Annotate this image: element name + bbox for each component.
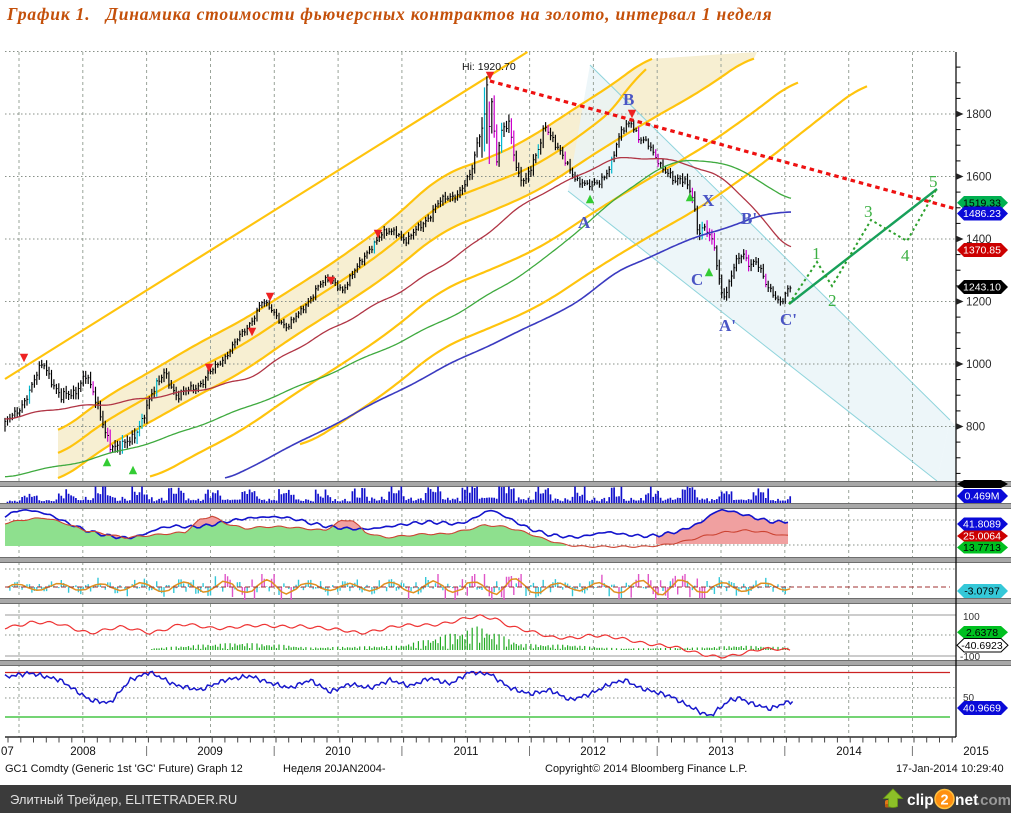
svg-text:A: A xyxy=(578,213,591,232)
svg-text:2008: 2008 xyxy=(70,746,96,758)
svg-text:2012: 2012 xyxy=(580,746,606,758)
svg-text:1: 1 xyxy=(812,244,821,263)
svg-text:2.6378: 2.6378 xyxy=(966,627,998,639)
svg-text:25.0064: 25.0064 xyxy=(963,531,1001,543)
svg-text:net: net xyxy=(955,792,978,809)
svg-text:B: B xyxy=(623,90,634,109)
svg-text:-100: -100 xyxy=(960,652,980,663)
svg-text:График 1. Динамика стоимости: График 1. Динамика стоимости фьючерсных … xyxy=(6,4,772,24)
svg-text:B': B' xyxy=(741,209,757,228)
svg-text:2: 2 xyxy=(828,291,837,310)
svg-text:5: 5 xyxy=(929,172,938,191)
svg-text:13.7713: 13.7713 xyxy=(963,542,1001,554)
svg-text:2011: 2011 xyxy=(454,746,479,758)
svg-text:X: X xyxy=(702,191,715,210)
svg-text:.com: .com xyxy=(976,792,1011,809)
svg-text:800: 800 xyxy=(966,422,985,434)
svg-text:GC1 Comdty (Generic 1st 'GC' F: GC1 Comdty (Generic 1st 'GC' Future) Gra… xyxy=(5,763,243,775)
svg-text:2014: 2014 xyxy=(836,746,862,758)
svg-text:2: 2 xyxy=(940,793,948,809)
svg-text:4: 4 xyxy=(901,246,910,265)
svg-text:-40.6923: -40.6923 xyxy=(961,640,1003,652)
svg-text:3: 3 xyxy=(864,202,873,221)
svg-text:1600: 1600 xyxy=(966,172,992,184)
svg-text:Copyright© 2014 Bloomberg Fina: Copyright© 2014 Bloomberg Finance L.P. xyxy=(545,763,747,775)
svg-text:Hi: 1920.70: Hi: 1920.70 xyxy=(462,61,516,73)
svg-text:0.469M: 0.469M xyxy=(964,491,999,503)
svg-text:2009: 2009 xyxy=(197,746,223,758)
svg-text:100: 100 xyxy=(963,612,980,623)
svg-text:50: 50 xyxy=(963,693,975,704)
svg-text:1800: 1800 xyxy=(966,109,992,121)
svg-text:1000: 1000 xyxy=(966,359,992,371)
svg-text:41.8089: 41.8089 xyxy=(963,519,1001,531)
svg-text:Неделя 20JAN2004-: Неделя 20JAN2004- xyxy=(283,763,386,775)
svg-text:clip: clip xyxy=(907,792,934,809)
svg-text:1200: 1200 xyxy=(966,297,992,309)
svg-text:1519.33: 1519.33 xyxy=(963,197,1001,209)
svg-text:C': C' xyxy=(780,310,797,329)
svg-text:40.9669: 40.9669 xyxy=(963,703,1001,715)
svg-text:C: C xyxy=(691,270,703,289)
svg-text:2013: 2013 xyxy=(708,746,734,758)
svg-text:2015: 2015 xyxy=(963,746,989,758)
svg-text:07: 07 xyxy=(1,746,14,758)
svg-text:1370.85: 1370.85 xyxy=(963,245,1001,257)
svg-text:17-Jan-2014 10:29:40: 17-Jan-2014 10:29:40 xyxy=(896,763,1004,775)
svg-text:1486.23: 1486.23 xyxy=(963,208,1001,220)
svg-text:2010: 2010 xyxy=(325,746,351,758)
svg-text:1243.10: 1243.10 xyxy=(963,282,1001,294)
svg-text:A': A' xyxy=(719,316,736,335)
svg-text:-3.0797: -3.0797 xyxy=(964,586,1000,598)
svg-text:Элитный Трейдер, ELITETRADER.R: Элитный Трейдер, ELITETRADER.RU xyxy=(10,792,237,807)
